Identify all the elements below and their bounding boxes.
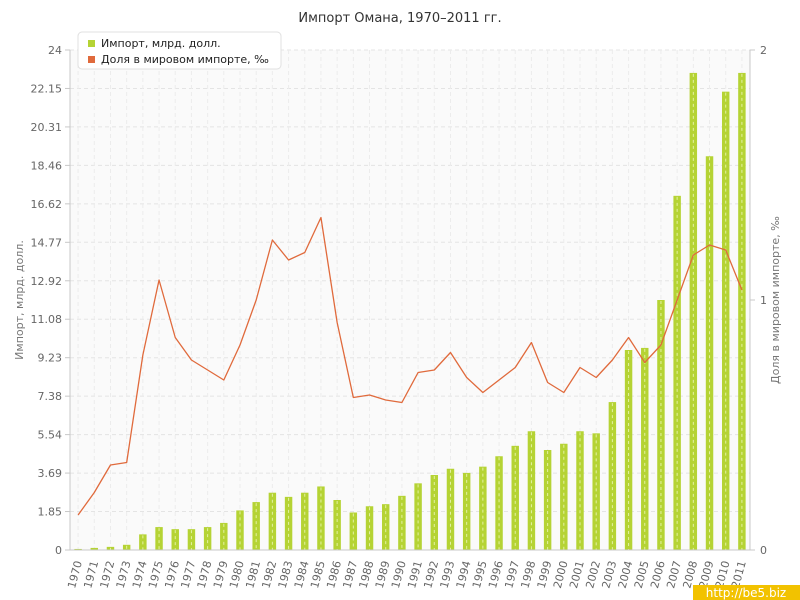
bar — [349, 512, 358, 550]
bar — [252, 502, 260, 550]
bar — [268, 492, 277, 550]
y-tick-label: 1.85 — [38, 506, 63, 519]
watermark-text: http://be5.biz — [706, 586, 786, 600]
bar — [155, 527, 163, 550]
right-axis-ticks: 0 1 2 — [750, 44, 767, 557]
chart-title: Импорт Омана, 1970–2011 гг. — [298, 11, 501, 26]
right-axis-title: Доля в мировом импорте, ‰ — [769, 216, 782, 384]
y-tick-label: 14.77 — [31, 236, 63, 249]
legend: Импорт, млрд. долл. Доля в мировом импор… — [77, 31, 282, 70]
bar — [657, 300, 665, 550]
bar — [738, 72, 746, 551]
bar — [381, 504, 390, 550]
bar — [90, 547, 99, 550]
bar — [203, 527, 212, 550]
y-tick-label: 12.92 — [31, 275, 63, 288]
bar — [641, 347, 649, 550]
bar — [511, 445, 519, 550]
legend-swatch-imports — [88, 40, 95, 47]
bar — [576, 431, 584, 550]
y-tick-label: 0 — [55, 544, 62, 557]
y2-tick-label: 0 — [760, 544, 767, 557]
share-line — [77, 216, 743, 516]
bar — [495, 456, 503, 550]
legend-label-share: Доля в мировом импорте, ‰ — [101, 53, 269, 66]
y2-tick-label: 1 — [760, 294, 767, 307]
y-tick-label: 9.23 — [38, 352, 63, 365]
watermark: http://be5.biz — [693, 585, 800, 600]
line-series — [77, 216, 743, 516]
y-tick-label: 22.15 — [31, 82, 63, 95]
bar — [479, 466, 487, 550]
watermark-badge — [693, 585, 800, 600]
bar — [446, 468, 455, 550]
bar — [592, 433, 600, 550]
bar — [705, 156, 714, 550]
y-tick-label: 7.38 — [38, 390, 63, 403]
y-tick-label: 16.62 — [31, 198, 63, 211]
y-tick-label: 3.69 — [38, 467, 63, 480]
y-tick-label: 18.46 — [31, 159, 63, 172]
left-axis-title: Импорт, млрд. долл. — [13, 240, 26, 360]
bar — [689, 72, 698, 551]
bar-series — [74, 72, 746, 551]
legend-swatch-share — [88, 56, 95, 63]
bar — [301, 492, 309, 550]
bar — [171, 529, 179, 550]
legend-label-imports: Импорт, млрд. долл. — [101, 37, 221, 50]
y-tick-label: 5.54 — [38, 429, 63, 442]
y-tick-label: 24 — [48, 44, 62, 57]
legend-box — [77, 31, 282, 70]
bar — [527, 431, 536, 550]
left-axis-ticks: 0 1.85 3.69 5.54 7.38 9.23 11.08 12.92 14.77 16.6… — [31, 44, 70, 557]
bar — [187, 529, 196, 550]
bar — [74, 548, 82, 550]
y-tick-label: 11.08 — [31, 313, 63, 326]
bar — [560, 443, 568, 550]
y2-tick-label: 2 — [760, 44, 767, 57]
y-tick-label: 20.31 — [31, 121, 63, 134]
plot-area — [70, 50, 750, 550]
